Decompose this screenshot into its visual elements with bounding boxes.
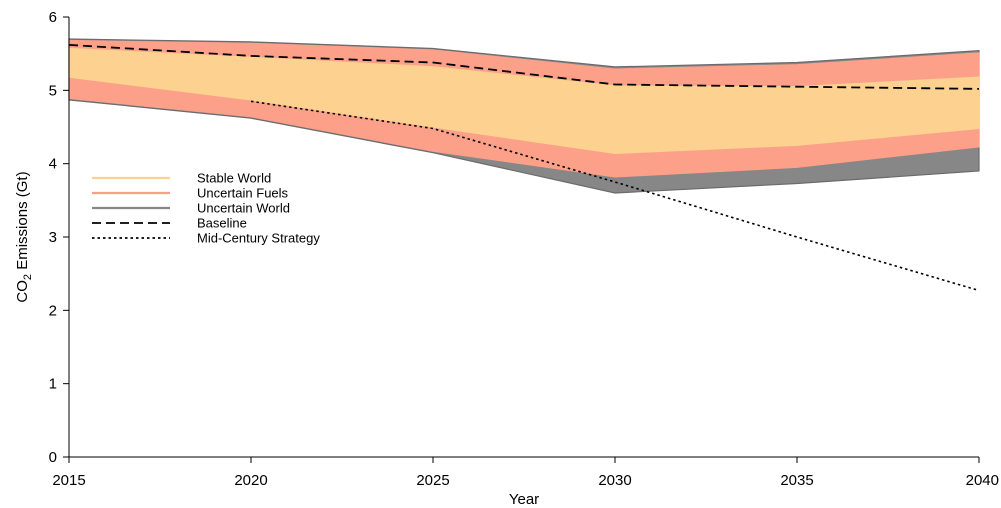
y-axis-title-rest: Emissions (Gt) [14, 171, 31, 274]
x-tick-label: 2015 [52, 472, 85, 489]
x-tick-label: 2025 [416, 472, 449, 489]
legend-label-baseline: Baseline [197, 216, 247, 231]
y-tick-label: 1 [49, 376, 57, 393]
x-tick-label: 2020 [234, 472, 267, 489]
x-tick-label: 2035 [780, 472, 813, 489]
y-axis-title: CO2 Emissions (Gt) [14, 171, 34, 302]
y-axis-title-subscript: 2 [22, 274, 34, 280]
line-mid-century-strategy [250, 100, 980, 292]
lines-layer [68, 44, 980, 292]
legend-label-uncertain-world: Uncertain World [197, 201, 290, 216]
legend-label-mid-century-strategy: Mid-Century Strategy [197, 231, 320, 246]
y-ticks: 0 1 2 3 4 5 6 [49, 9, 69, 466]
x-tick-label: 2030 [598, 472, 631, 489]
line-baseline [68, 44, 980, 90]
legend-label-uncertain-fuels: Uncertain Fuels [197, 186, 289, 201]
y-tick-label: 6 [49, 9, 57, 26]
y-tick-label: 4 [49, 156, 57, 173]
y-axis-title-main: CO [14, 280, 31, 303]
x-tick-label: 2040 [966, 472, 999, 489]
y-tick-label: 2 [49, 302, 57, 319]
y-tick-label: 0 [49, 449, 57, 466]
x-axis-title: Year [509, 491, 539, 508]
x-ticks: 2015 2020 2025 2030 2035 2040 [52, 457, 999, 489]
bands-layer [68, 38, 980, 194]
legend-label-stable-world: Stable World [197, 171, 271, 186]
y-tick-label: 3 [49, 229, 57, 246]
band-stable-world [68, 47, 980, 155]
y-tick-label: 5 [49, 82, 57, 99]
